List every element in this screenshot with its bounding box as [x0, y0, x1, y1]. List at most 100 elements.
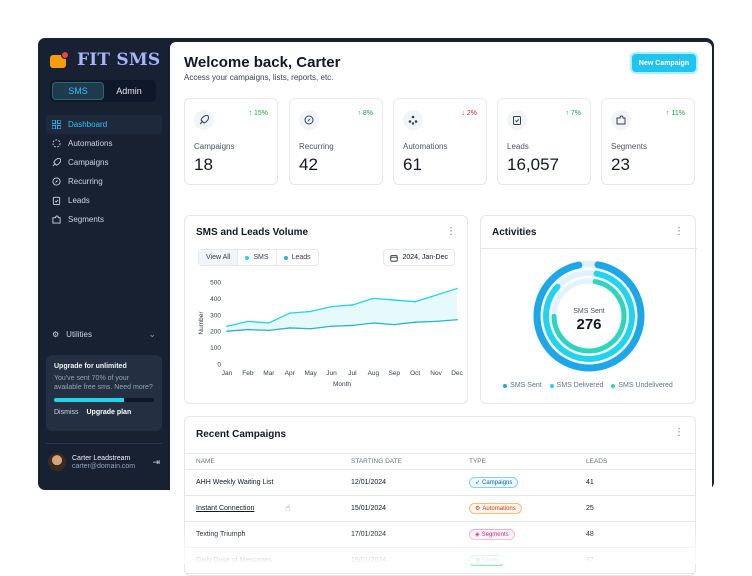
calendar-icon — [390, 254, 399, 262]
sidebar-item-campaigns[interactable]: Campaigns — [46, 153, 162, 172]
logout-icon[interactable]: ⇥ — [152, 456, 160, 467]
activities-legend: SMS Sent SMS Delivered SMS Undelivered — [481, 382, 695, 389]
stat-card-campaigns[interactable]: ↑ 15% Campaigns 18 — [184, 98, 278, 185]
mode-admin-button[interactable]: Admin — [116, 86, 142, 96]
type-cell: ➶ Campaigns — [469, 470, 519, 495]
gear-icon: ⚙ — [52, 330, 60, 339]
campaign-name[interactable]: Instant Connection — [196, 505, 255, 512]
dismiss-button[interactable]: Dismiss — [54, 409, 79, 416]
sidebar-item-automations[interactable]: Automations — [46, 134, 162, 153]
puzzle-icon — [52, 215, 61, 224]
user-name: Carter Leadstream — [72, 454, 131, 462]
table-row[interactable]: Instant Connection ☝ 15/01/2024 ⚙ Automat… — [185, 496, 695, 522]
col-leads[interactable]: LEADS — [586, 458, 608, 465]
sidebar-item-label: Leads — [68, 196, 90, 205]
x-tick-label: Jul — [348, 370, 357, 377]
stat-card-segments[interactable]: ↑ 11% Segments 23 — [601, 98, 695, 185]
stat-card-automations[interactable]: ↓ 2% Automations 61 — [393, 98, 487, 185]
compass-icon — [299, 110, 319, 130]
sidebar-item-leads[interactable]: Leads — [46, 191, 162, 210]
x-tick-label: Feb — [242, 370, 254, 377]
data-point-leads — [372, 322, 375, 324]
data-point-sms — [268, 322, 270, 324]
col-name[interactable]: NAME — [196, 458, 215, 465]
data-point-leads — [435, 320, 437, 323]
filter-sms[interactable]: SMS — [238, 250, 277, 265]
app-logo[interactable]: FIT SMS — [50, 50, 160, 70]
data-point-leads — [268, 329, 270, 332]
sms-dot-icon — [245, 255, 250, 260]
y-tick-label: 300 — [210, 312, 221, 319]
radial-center-label: SMS Sent — [573, 308, 605, 315]
stat-label: Segments — [611, 142, 648, 151]
activities-radial-chart — [533, 260, 645, 372]
leads-dot-icon — [283, 255, 288, 260]
sidebar-item-label: Dashboard — [68, 120, 108, 129]
more-options-icon[interactable]: ⋮ — [446, 226, 456, 237]
x-tick-label: Jun — [326, 370, 337, 377]
x-tick-label: Dec — [451, 370, 463, 377]
new-campaign-button[interactable]: New Campaign — [632, 54, 696, 72]
sidebar-item-recurring[interactable]: Recurring — [46, 172, 162, 191]
main-content: Welcome back, Carter Access your campaig… — [170, 42, 712, 576]
col-starting-date[interactable]: STARTING DATE — [351, 458, 402, 465]
sidebar-item-segments[interactable]: Segments — [46, 210, 162, 229]
upgrade-plan-button[interactable]: Upgrade plan — [86, 409, 132, 416]
stat-value: 42 — [299, 155, 318, 174]
clipboard-icon — [52, 196, 61, 205]
utilities-label: Utilities — [66, 330, 92, 339]
campaign-leads: 25 — [586, 505, 594, 512]
campaign-name[interactable]: AHH Weekly Waiting List — [196, 479, 274, 486]
mode-switch: SMS Admin — [50, 80, 156, 102]
y-tick-label: 0 — [217, 362, 221, 369]
sidebar: FIT SMS SMS Admin Dashboard Automations … — [38, 38, 170, 490]
type-badge: ➶ Campaigns — [469, 477, 519, 488]
sidebar-item-dashboard[interactable]: Dashboard — [46, 115, 162, 134]
data-point-sms — [456, 287, 458, 290]
more-options-icon[interactable]: ⋮ — [674, 226, 684, 237]
data-point-sms — [226, 325, 228, 328]
table-header: NAME STARTING DATE TYPE LEADS — [185, 453, 695, 470]
data-point-sms — [288, 312, 291, 314]
recent-campaigns-title: Recent Campaigns — [196, 429, 287, 440]
app-logo-text: FIT SMS — [77, 50, 161, 70]
y-tick-label: 100 — [210, 345, 221, 352]
x-axis-label: Month — [333, 381, 351, 388]
stat-change: ↑ 11% — [666, 110, 685, 117]
nodes-icon — [403, 110, 423, 130]
data-point-leads — [456, 318, 458, 321]
stat-change: ↑ 7% — [565, 110, 581, 117]
ring-arc-2 — [543, 270, 635, 362]
stat-change: ↓ 2% — [461, 110, 477, 117]
data-point-leads — [288, 327, 291, 329]
chart-filter-group: View All SMS Leads — [198, 249, 319, 266]
stat-label: Automations — [403, 142, 448, 151]
legend-sms-sent: SMS Sent — [503, 382, 542, 389]
data-point-sms — [247, 320, 249, 323]
data-point-leads — [414, 321, 416, 323]
ring-arc-3 — [551, 278, 627, 354]
table-row[interactable]: AHH Weekly Waiting List 12/01/2024 ➶ Camp… — [185, 470, 695, 496]
sidebar-item-utilities[interactable]: ⚙ Utilities ⌄ — [52, 329, 156, 340]
chevron-down-icon: ⌄ — [148, 329, 156, 339]
stat-card-recurring[interactable]: ↑ 8% Recurring 42 — [289, 98, 383, 185]
col-type[interactable]: TYPE — [469, 458, 486, 465]
x-tick-label: Jan — [222, 370, 233, 377]
upgrade-description: You've sent 70% of your available free s… — [54, 375, 153, 391]
filter-leads[interactable]: Leads — [277, 250, 318, 265]
date-range-button[interactable]: 2024, Jan-Dec — [383, 249, 455, 266]
x-tick-label: May — [304, 370, 317, 377]
stat-card-leads[interactable]: ↑ 7% Leads 16,057 — [497, 98, 591, 185]
filter-view-all[interactable]: View All — [199, 250, 239, 265]
mode-sms-button[interactable]: SMS — [52, 82, 104, 100]
volume-line-chart: 0 100 200 300 400 500 Jan Feb Mar Apr May Jun Jul Aug… — [198, 280, 464, 389]
x-tick-label: Mar — [263, 370, 275, 377]
y-tick-label: 200 — [210, 329, 221, 336]
more-options-icon[interactable]: ⋮ — [674, 427, 684, 438]
data-point-leads — [351, 324, 354, 327]
sidebar-nav: Dashboard Automations Campaigns Recurrin… — [46, 115, 162, 229]
legend-sms-undelivered: SMS Undelivered — [611, 382, 673, 389]
user-profile[interactable]: Carter Leadstream carter@domain.com ⇥ — [48, 453, 160, 471]
sidebar-item-label: Campaigns — [68, 158, 109, 167]
stat-label: Campaigns — [194, 142, 235, 151]
